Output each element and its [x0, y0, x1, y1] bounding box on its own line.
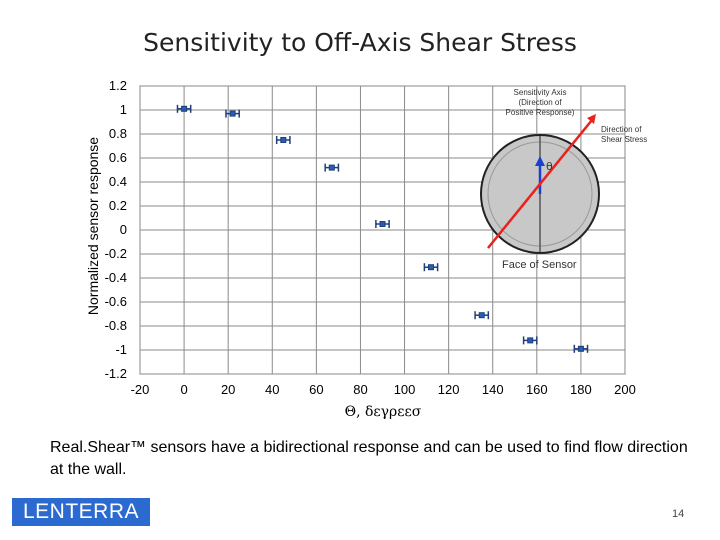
point-marker: [577, 345, 584, 352]
y-tick-label: -1.2: [105, 366, 127, 381]
slide-title: Sensitivity to Off-Axis Shear Stress: [143, 28, 577, 57]
sensitivity-axis-label-2: (Direction of: [518, 98, 562, 107]
y-tick-label: 0.4: [109, 174, 127, 189]
slide-caption: Real.Shear™ sensors have a bidirectional…: [50, 439, 688, 478]
data-point: [423, 263, 439, 272]
page-number: 14: [672, 508, 685, 520]
x-tick-label: 60: [309, 382, 323, 397]
data-point: [176, 104, 192, 113]
point-marker: [527, 337, 534, 344]
data-point: [375, 220, 390, 228]
y-tick-label: -0.8: [105, 318, 127, 333]
sensitivity-axis-label-3: Positive Response): [506, 108, 575, 117]
x-tick-label: 40: [265, 382, 279, 397]
point-marker: [181, 105, 188, 112]
y-tick-label: 1: [120, 102, 127, 117]
point-marker: [478, 312, 485, 319]
shear-direction-arrowhead: [587, 114, 596, 124]
y-axis-label: Normalized sensor response: [85, 137, 101, 315]
y-tick-label: -0.2: [105, 246, 127, 261]
x-tick-label: 160: [526, 382, 548, 397]
data-point: [522, 336, 538, 345]
point-marker: [280, 137, 287, 143]
lenterra-logo: LEN TERRA: [12, 498, 150, 526]
sensor-inset-diagram: θ Sensitivity Axis (Direction of Positiv…: [480, 88, 647, 271]
y-tick-label: 0: [120, 222, 127, 237]
data-point: [324, 163, 340, 172]
x-tick-label: 20: [221, 382, 235, 397]
x-tick-labels: -20 0 20 40 60 80 100 120 140 160 180 200: [131, 382, 636, 397]
x-tick-label: 0: [180, 382, 187, 397]
data-point: [573, 344, 589, 353]
logo-text-terra: TERRA: [65, 500, 140, 523]
theta-label: θ: [546, 160, 553, 173]
face-of-sensor-label: Face of Sensor: [502, 259, 577, 271]
point-marker: [229, 110, 236, 117]
x-axis-label: Θ, δεγρεεσ: [345, 404, 422, 420]
y-tick-labels: 1.2 1 0.8 0.6 0.4 0.2 0 -0.2 -0.4 -0.6 -0.8 -1 -1.2: [105, 78, 127, 381]
x-tick-label: 180: [570, 382, 592, 397]
logo-text-len: LEN: [22, 500, 66, 523]
shear-sensitivity-chart: 1.210.80.60.40.20-0.2-0.4-0.6-0.8-1-1.2 …: [85, 78, 647, 420]
x-tick-label: 120: [438, 382, 460, 397]
y-tick-label: 0.6: [109, 150, 127, 165]
x-tick-label: 100: [394, 382, 416, 397]
y-tick-label: -1: [115, 342, 127, 357]
data-point: [474, 311, 490, 320]
x-tick-label: 200: [614, 382, 636, 397]
y-tick-label: -0.6: [105, 294, 127, 309]
shear-direction-arrow: [487, 119, 593, 249]
x-tick-label: 140: [482, 382, 504, 397]
y-tick-label: 1.2: [109, 78, 127, 93]
data-point: [225, 109, 240, 118]
sensitivity-axis-label-1: Sensitivity Axis: [514, 88, 567, 97]
y-tick-label: 0.2: [109, 198, 127, 213]
data-points: [176, 104, 589, 353]
x-tick-label: 80: [353, 382, 367, 397]
point-marker: [428, 264, 434, 271]
data-point: [275, 136, 291, 144]
y-tick-label: 0.8: [109, 126, 127, 141]
sensitivity-axis-arrowhead: [535, 156, 545, 166]
point-marker: [379, 221, 386, 227]
point-marker: [328, 164, 335, 171]
shear-label-1: Direction of: [601, 125, 642, 134]
y-tick-label: -0.4: [105, 270, 127, 285]
shear-label-2: Shear Stress: [601, 135, 647, 144]
x-tick-label: -20: [131, 382, 150, 397]
